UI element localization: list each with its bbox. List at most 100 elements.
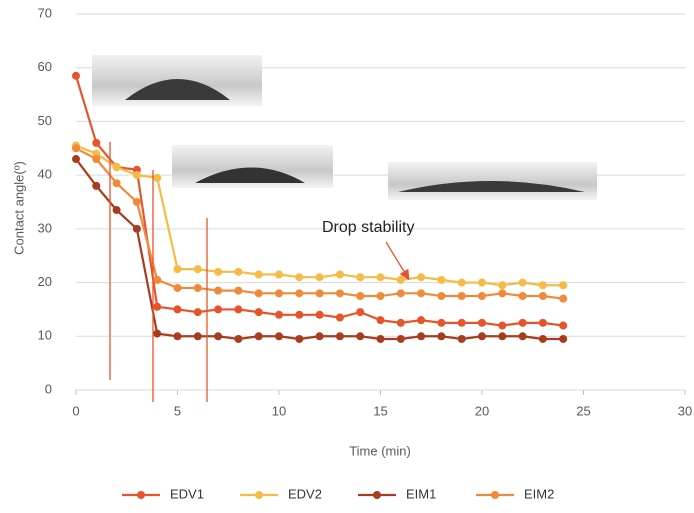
data-point	[457, 278, 466, 287]
data-point	[234, 334, 243, 343]
legend-label: EIM2	[524, 486, 554, 501]
drop-image	[92, 55, 262, 106]
data-point	[437, 292, 446, 300]
data-point	[173, 332, 182, 341]
data-point	[335, 332, 344, 341]
data-point	[72, 155, 80, 164]
data-point	[315, 310, 324, 319]
data-point	[254, 332, 263, 341]
data-point	[538, 334, 547, 343]
data-point	[132, 224, 141, 233]
data-point	[254, 308, 263, 317]
data-point	[153, 329, 162, 338]
data-point	[254, 289, 263, 298]
data-point	[275, 289, 283, 298]
data-point	[417, 273, 426, 282]
data-point	[335, 270, 344, 279]
data-point	[234, 267, 243, 276]
x-tick-label: 30	[678, 403, 692, 418]
data-point	[538, 292, 547, 300]
legend-marker	[491, 491, 499, 499]
y-tick-label: 20	[38, 274, 52, 289]
data-point	[132, 198, 141, 206]
data-point	[457, 334, 466, 343]
drop-image	[388, 162, 597, 200]
annotation-arrow	[385, 241, 410, 281]
data-point	[112, 179, 121, 188]
legend-marker	[373, 491, 381, 499]
data-point	[275, 332, 283, 341]
legend-label: EDV2	[288, 486, 322, 501]
x-tick-label: 25	[576, 403, 590, 418]
data-point	[335, 289, 344, 298]
data-point	[193, 332, 202, 341]
data-point	[72, 71, 80, 80]
data-point	[559, 334, 568, 343]
data-point	[518, 318, 527, 327]
data-point	[214, 305, 223, 314]
y-tick-label: 50	[38, 113, 52, 128]
data-point	[234, 305, 243, 314]
data-point	[275, 310, 283, 319]
data-point	[376, 334, 385, 343]
data-point	[356, 308, 365, 317]
data-point	[112, 163, 121, 172]
data-point	[396, 289, 405, 298]
data-point	[193, 283, 202, 292]
data-point	[112, 206, 121, 215]
x-axis-label: Time (min)	[349, 443, 411, 458]
data-point	[295, 310, 304, 319]
y-tick-label: 30	[38, 220, 52, 235]
x-tick-label: 10	[272, 403, 286, 418]
data-point	[214, 332, 223, 341]
data-point	[356, 292, 365, 300]
x-tick-label: 15	[373, 403, 387, 418]
data-point	[92, 181, 101, 190]
legend-label: EIM1	[406, 486, 436, 501]
data-point	[457, 292, 466, 300]
data-point	[417, 332, 426, 341]
legend-marker	[137, 491, 145, 499]
data-point	[193, 265, 202, 274]
data-point	[335, 313, 344, 322]
data-point	[275, 270, 283, 279]
data-point	[315, 289, 324, 298]
data-point	[92, 155, 101, 164]
data-point	[153, 275, 162, 284]
x-tick-label: 0	[72, 403, 79, 418]
y-tick-label: 60	[38, 59, 52, 74]
data-point	[153, 302, 162, 311]
x-tick-label: 5	[174, 403, 181, 418]
data-point	[498, 289, 507, 298]
marker-line	[109, 142, 208, 402]
data-point	[356, 273, 365, 282]
data-point	[478, 278, 486, 287]
x-tick-label: 20	[475, 403, 489, 418]
data-point	[295, 289, 304, 298]
data-point	[376, 273, 385, 282]
data-point	[396, 318, 405, 327]
data-point	[457, 318, 466, 327]
y-tick-label: 0	[45, 381, 52, 396]
data-point	[478, 318, 486, 327]
data-point	[417, 316, 426, 325]
data-point	[295, 334, 304, 343]
data-point	[518, 292, 527, 300]
data-point	[356, 332, 365, 341]
data-point	[538, 318, 547, 327]
y-tick-label: 70	[38, 5, 52, 20]
data-point	[518, 332, 527, 341]
data-point	[437, 275, 446, 284]
data-point	[396, 334, 405, 343]
data-point	[498, 332, 507, 341]
data-point	[559, 321, 568, 330]
data-point	[417, 289, 426, 298]
data-point	[193, 308, 202, 317]
data-point	[478, 332, 486, 341]
data-point	[214, 286, 223, 295]
data-point	[518, 278, 527, 287]
y-axis-label: Contact angle(º)	[11, 161, 26, 255]
data-point	[478, 292, 486, 300]
data-point	[559, 281, 568, 290]
